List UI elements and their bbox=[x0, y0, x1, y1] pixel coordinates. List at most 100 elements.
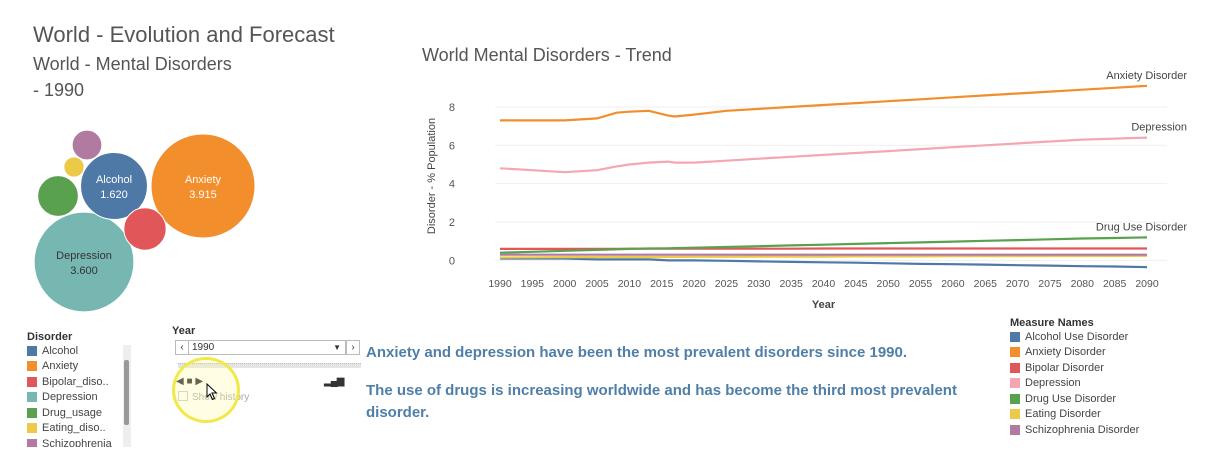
legend-label: Bipolar Disorder bbox=[1025, 361, 1104, 374]
legend-item[interactable]: Alcohol Use Disorder bbox=[1010, 329, 1139, 345]
legend-swatch bbox=[27, 438, 37, 447]
legend-item[interactable]: Eating Disorder bbox=[1010, 407, 1139, 423]
legend-swatch bbox=[27, 361, 37, 372]
legend-label: Schizophrenia Disorder bbox=[1025, 423, 1140, 436]
legend-label: Depression bbox=[1025, 377, 1081, 390]
series-end-label: Drug Use Disorder bbox=[1096, 221, 1187, 233]
insight-text-2: The use of drugs is increasing worldwide… bbox=[366, 382, 957, 421]
year-filter-label: Year bbox=[172, 325, 196, 337]
trend-chart[interactable]: 0 2 4 6 8 1990 1995 2000 2005 2010 2015 2020 2025 203… bbox=[415, 70, 1205, 315]
legend-item[interactable]: Depression bbox=[27, 390, 122, 406]
legend-swatch bbox=[1010, 424, 1020, 435]
bubble-label: Depression bbox=[56, 250, 112, 262]
year-slider[interactable] bbox=[178, 363, 361, 368]
legend-swatch bbox=[1010, 347, 1020, 358]
bubble[interactable] bbox=[37, 175, 79, 217]
legend-item[interactable]: Anxiety Disorder bbox=[1010, 345, 1139, 361]
playback-speed-icon[interactable]: ▂▄▆ bbox=[324, 376, 344, 387]
legend-label: Alcohol Use Disorder bbox=[1025, 330, 1129, 343]
x-tick-label: 2085 bbox=[1103, 278, 1127, 290]
legend-swatch bbox=[27, 423, 37, 434]
legend-scrollbar-thumb[interactable] bbox=[124, 360, 129, 425]
bubble-chart[interactable]: Anxiety 3.915 Depression 3.600 Alcohol 1.620 bbox=[0, 110, 270, 320]
legend-item[interactable]: Schizophrenia bbox=[27, 436, 122, 447]
legend-label: Drug_usage bbox=[42, 406, 102, 419]
legend-label: Anxiety bbox=[42, 360, 79, 373]
legend-item[interactable]: Bipolar_diso.. bbox=[27, 374, 122, 390]
measure-names-legend: Measure Names Alcohol Use Disorder Anxiet… bbox=[1010, 317, 1139, 438]
bubble[interactable] bbox=[150, 133, 256, 239]
insight-text-1: Anxiety and depression have been the mos… bbox=[366, 344, 908, 361]
legend-item[interactable]: Eating_diso.. bbox=[27, 421, 122, 437]
y-tick-label: 8 bbox=[449, 102, 455, 114]
measure-legend-title: Measure Names bbox=[1010, 317, 1094, 329]
legend-swatch bbox=[1010, 409, 1020, 420]
y-tick-label: 6 bbox=[449, 140, 455, 152]
y-axis-title: Disorder - % Population bbox=[426, 118, 438, 234]
legend-item[interactable]: Drug Use Disorder bbox=[1010, 391, 1139, 407]
legend-swatch bbox=[27, 345, 37, 356]
series-end-label: Depression bbox=[1131, 122, 1187, 134]
trend-chart-title: World Mental Disorders - Trend bbox=[422, 45, 672, 65]
bubble-chart-title: World - Mental Disorders - 1990 bbox=[33, 51, 293, 103]
mouse-pointer-icon bbox=[206, 383, 218, 401]
x-tick-label: 2060 bbox=[941, 278, 965, 290]
legend-label: Eating Disorder bbox=[1025, 408, 1101, 421]
legend-swatch bbox=[1010, 393, 1020, 404]
bubble[interactable] bbox=[80, 152, 148, 220]
legend-label: Schizophrenia bbox=[42, 437, 112, 447]
x-tick-label: 2065 bbox=[974, 278, 998, 290]
legend-swatch bbox=[27, 407, 37, 418]
legend-label: Depression bbox=[42, 391, 98, 404]
series-line[interactable] bbox=[500, 84, 1148, 122]
x-tick-label: 2015 bbox=[650, 278, 674, 290]
cursor-highlight bbox=[172, 357, 240, 423]
bubble-label: Alcohol bbox=[96, 174, 132, 186]
bubble-chart-title-text: World - Mental Disorders bbox=[33, 54, 232, 74]
bubble-value-label: 3.915 bbox=[189, 189, 217, 201]
legend-swatch bbox=[27, 376, 37, 387]
series-line[interactable] bbox=[499, 236, 1148, 254]
disorder-legend: Disorder Alcohol Anxiety Bipolar_diso.. Dep… bbox=[27, 331, 122, 447]
x-tick-label: 2010 bbox=[618, 278, 642, 290]
bubble-value-label: 1.620 bbox=[100, 189, 128, 201]
x-axis-title: Year bbox=[812, 299, 836, 311]
series-line[interactable] bbox=[499, 254, 1148, 259]
legend-item[interactable]: Drug_usage bbox=[27, 405, 122, 421]
x-tick-label: 2025 bbox=[715, 278, 739, 290]
year-dropdown-value: 1990 bbox=[192, 342, 215, 353]
legend-item[interactable]: Alcohol bbox=[27, 343, 122, 359]
legend-item[interactable]: Bipolar Disorder bbox=[1010, 360, 1139, 376]
bubble-label: Anxiety bbox=[185, 174, 222, 186]
year-next-button[interactable]: › bbox=[346, 340, 360, 355]
bubble-value-label: 3.600 bbox=[70, 265, 98, 277]
year-prev-button[interactable]: ‹ bbox=[175, 340, 189, 355]
year-dropdown[interactable]: 1990 ▼ bbox=[188, 340, 346, 355]
legend-label: Drug Use Disorder bbox=[1025, 392, 1117, 405]
legend-swatch bbox=[27, 392, 37, 403]
x-tick-label: 2070 bbox=[1006, 278, 1030, 290]
legend-item[interactable]: Schizophrenia Disorder bbox=[1010, 422, 1139, 438]
y-tick-label: 4 bbox=[449, 179, 455, 191]
series-line[interactable] bbox=[500, 257, 1148, 269]
series-line[interactable] bbox=[499, 136, 1148, 174]
bubble[interactable] bbox=[33, 211, 135, 313]
legend-label: Eating_diso.. bbox=[42, 422, 106, 435]
x-tick-label: 2020 bbox=[682, 278, 706, 290]
bubble[interactable] bbox=[123, 207, 167, 251]
dashboard-title: World - Evolution and Forecast bbox=[33, 22, 335, 47]
x-tick-label: 2000 bbox=[553, 278, 577, 290]
legend-label: Bipolar_diso.. bbox=[42, 375, 109, 388]
x-tick-label: 1995 bbox=[521, 278, 545, 290]
x-tick-label: 2075 bbox=[1038, 278, 1062, 290]
x-tick-label: 2035 bbox=[779, 278, 803, 290]
x-tick-label: 2050 bbox=[877, 278, 901, 290]
x-tick-label: 2030 bbox=[747, 278, 771, 290]
legend-item[interactable]: Depression bbox=[1010, 376, 1139, 392]
x-tick-label: 2055 bbox=[909, 278, 933, 290]
bubble[interactable] bbox=[63, 156, 85, 178]
legend-item[interactable]: Anxiety bbox=[27, 359, 122, 375]
y-tick-label: 2 bbox=[449, 217, 455, 229]
bubble[interactable] bbox=[71, 129, 103, 161]
x-tick-label: 2045 bbox=[844, 278, 868, 290]
